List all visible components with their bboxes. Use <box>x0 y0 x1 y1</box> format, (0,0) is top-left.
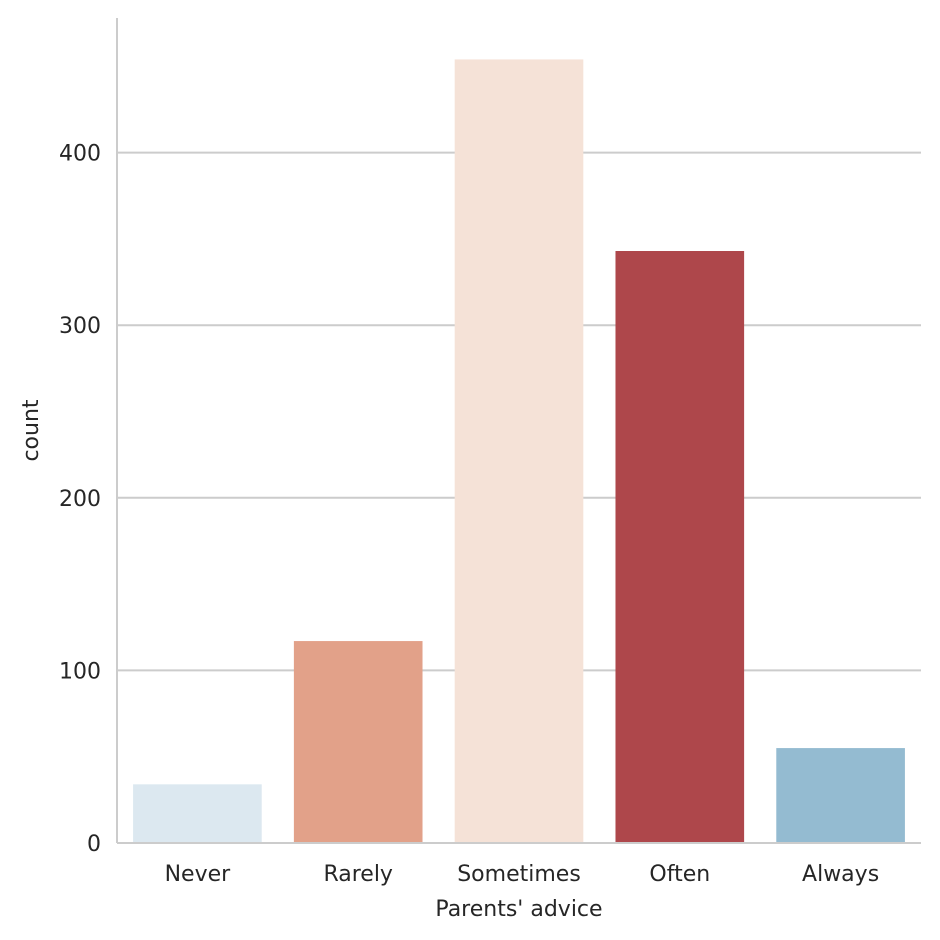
bar-rarely <box>293 641 423 843</box>
x-tick-labels: Never Rarely Sometimes Often Always <box>165 862 880 887</box>
x-tick-label: Sometimes <box>457 862 581 887</box>
bar-never <box>133 784 262 843</box>
x-tick-label: Rarely <box>323 862 393 887</box>
x-tick-label: Often <box>649 862 710 887</box>
y-axis-title: count <box>19 399 44 461</box>
x-tick-label: Always <box>802 862 879 887</box>
y-tick-label: 200 <box>59 487 101 512</box>
x-axis-title: Parents' advice <box>435 897 602 922</box>
axes <box>116 18 921 844</box>
bar-sometimes <box>454 59 584 843</box>
y-tick-label: 0 <box>87 832 101 857</box>
bar-often <box>615 251 745 844</box>
y-tick-label: 100 <box>59 659 101 684</box>
y-tick-label: 400 <box>59 142 101 167</box>
bar-always <box>776 748 905 843</box>
y-tick-label: 300 <box>59 314 101 339</box>
y-tick-labels: 0 100 200 300 400 <box>59 142 101 857</box>
bars <box>133 59 905 844</box>
x-tick-label: Never <box>165 862 232 887</box>
